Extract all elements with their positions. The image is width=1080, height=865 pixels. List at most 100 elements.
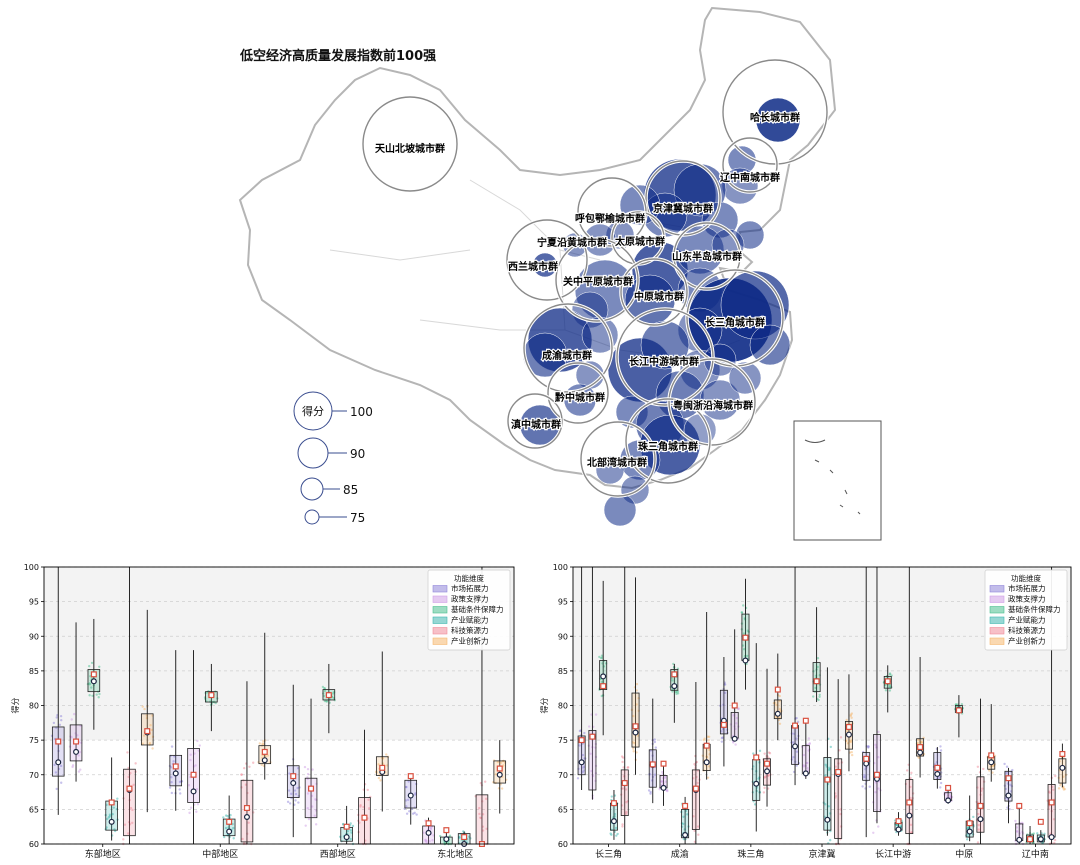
y-tick-label: 75 bbox=[29, 736, 39, 745]
sample-point bbox=[965, 838, 969, 841]
sample-point bbox=[696, 781, 699, 785]
box bbox=[1047, 784, 1056, 838]
legend-entry: 市场拓展力 bbox=[1008, 583, 1046, 593]
sample-point bbox=[823, 774, 827, 777]
sample-point bbox=[294, 792, 298, 796]
cluster-label: 关中平原城市群 bbox=[563, 275, 633, 288]
cluster-circle bbox=[722, 137, 778, 193]
sample-point bbox=[151, 747, 154, 750]
sample-point bbox=[1053, 841, 1056, 845]
sample-point bbox=[116, 797, 119, 800]
x-tick-label: 珠三角 bbox=[737, 848, 764, 860]
sample-point bbox=[77, 770, 81, 773]
mean-marker bbox=[73, 738, 80, 745]
sample-point bbox=[600, 680, 604, 684]
median-marker bbox=[425, 829, 432, 836]
sample-point bbox=[682, 822, 685, 826]
cluster-circle bbox=[625, 398, 711, 484]
sample-point bbox=[600, 654, 604, 657]
sample-point bbox=[173, 755, 176, 758]
y-tick-label: 90 bbox=[29, 632, 39, 641]
sample-point bbox=[288, 772, 291, 775]
sample-point bbox=[1016, 830, 1019, 833]
sample-point bbox=[895, 823, 899, 827]
sample-point bbox=[598, 655, 601, 659]
box bbox=[670, 669, 679, 691]
sample-point bbox=[168, 786, 172, 789]
mean-marker bbox=[884, 678, 891, 685]
y-tick-label: 60 bbox=[29, 840, 39, 849]
sample-point bbox=[846, 742, 850, 745]
sample-point bbox=[1063, 787, 1067, 791]
sample-point bbox=[735, 716, 739, 720]
size-legend-label-85: 85 bbox=[343, 483, 358, 497]
y-tick-label: 85 bbox=[29, 667, 39, 676]
cluster-circle bbox=[616, 308, 714, 406]
sample-point bbox=[428, 826, 431, 829]
sample-point bbox=[624, 788, 628, 791]
sample-point bbox=[131, 821, 134, 825]
mean-marker bbox=[108, 799, 115, 806]
box bbox=[812, 662, 821, 693]
mean-marker bbox=[835, 768, 842, 775]
box bbox=[801, 745, 810, 774]
sample-point bbox=[172, 760, 175, 763]
sample-point bbox=[671, 690, 674, 693]
sample-point bbox=[939, 786, 942, 789]
sample-point bbox=[877, 787, 880, 790]
sample-point bbox=[910, 771, 913, 775]
sample-point bbox=[60, 718, 63, 722]
mean-marker bbox=[988, 752, 995, 759]
size-legend: 得分 100 90 85 75 bbox=[293, 391, 373, 525]
sample-point bbox=[583, 731, 586, 735]
sample-point bbox=[706, 776, 710, 779]
box bbox=[1004, 770, 1013, 802]
sample-point bbox=[481, 813, 485, 816]
city-bubble bbox=[755, 97, 801, 143]
sample-point bbox=[838, 749, 841, 752]
sample-point bbox=[415, 813, 418, 816]
mean-marker bbox=[824, 776, 831, 783]
sample-point bbox=[170, 781, 173, 784]
sample-point bbox=[198, 744, 201, 747]
sample-point bbox=[224, 826, 228, 830]
sample-point bbox=[150, 728, 154, 732]
sample-point bbox=[874, 743, 877, 747]
sample-point bbox=[350, 831, 353, 834]
sample-point bbox=[625, 801, 628, 804]
median-marker bbox=[1016, 836, 1023, 843]
sample-point bbox=[742, 632, 746, 635]
cluster-circle bbox=[547, 362, 609, 424]
sample-point bbox=[802, 753, 806, 757]
sample-point bbox=[824, 803, 827, 806]
sample-point bbox=[1015, 826, 1018, 829]
sample-point bbox=[746, 629, 750, 632]
cluster-label: 珠三角城市群 bbox=[638, 440, 698, 453]
mean-marker bbox=[703, 742, 710, 749]
sample-point bbox=[485, 827, 488, 830]
sample-point bbox=[111, 813, 114, 816]
sample-point bbox=[170, 776, 173, 779]
sample-point bbox=[863, 774, 866, 777]
city-bubble bbox=[595, 455, 625, 485]
mean-marker bbox=[226, 818, 233, 825]
median-marker bbox=[90, 678, 97, 685]
cluster-label: 哈长城市群 bbox=[750, 111, 800, 124]
legend-swatch bbox=[432, 616, 448, 624]
cluster-label: 京津冀城市群 bbox=[653, 202, 713, 215]
sample-point bbox=[778, 708, 782, 711]
mean-marker bbox=[208, 692, 215, 699]
sample-point bbox=[1048, 791, 1051, 794]
sample-point bbox=[247, 821, 250, 824]
sample-point bbox=[734, 743, 737, 746]
legend-swatch bbox=[432, 637, 448, 645]
x-tick-label: 东部地区 bbox=[85, 848, 121, 860]
city-bubble bbox=[603, 493, 637, 527]
mean-marker bbox=[792, 722, 799, 729]
sample-point bbox=[126, 751, 129, 754]
sample-point bbox=[828, 766, 831, 770]
sample-point bbox=[414, 792, 417, 795]
sample-point bbox=[658, 787, 661, 791]
sample-point bbox=[367, 798, 370, 801]
cluster-circle bbox=[620, 258, 688, 326]
